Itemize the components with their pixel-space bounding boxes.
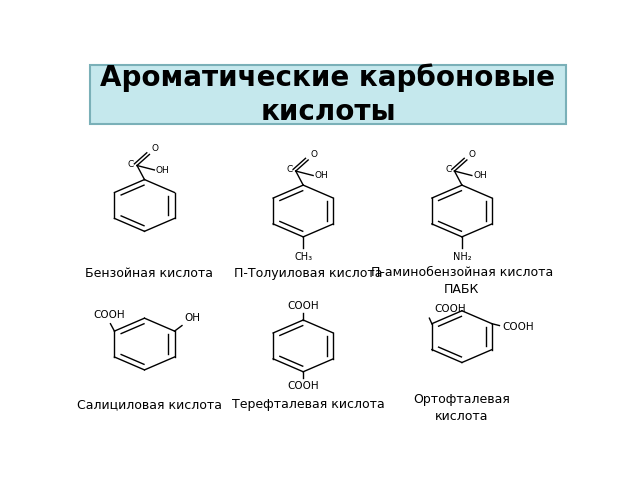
Text: COOH: COOH — [502, 322, 534, 332]
Text: OH: OH — [156, 166, 170, 175]
Text: COOH: COOH — [287, 301, 319, 311]
Text: C: C — [445, 166, 451, 174]
Text: CH₃: CH₃ — [294, 252, 312, 263]
Text: O: O — [469, 149, 476, 158]
Text: Ароматические карбоновые
кислоты: Ароматические карбоновые кислоты — [100, 63, 556, 126]
FancyBboxPatch shape — [90, 65, 566, 124]
Text: C: C — [287, 166, 292, 174]
Text: OH: OH — [474, 171, 487, 180]
Text: OH: OH — [184, 313, 200, 323]
Text: COOH: COOH — [287, 381, 319, 391]
Text: COOH: COOH — [435, 304, 466, 314]
Text: Ортофталевая
кислота: Ортофталевая кислота — [413, 393, 510, 423]
Text: OH: OH — [315, 171, 328, 180]
Text: O: O — [310, 149, 317, 158]
Text: O: O — [152, 144, 159, 153]
Text: П-аминобензойная кислота
ПАБК: П-аминобензойная кислота ПАБК — [371, 266, 553, 296]
Text: C: C — [128, 160, 134, 169]
Text: Бензойная кислота: Бензойная кислота — [86, 267, 214, 280]
Text: COOH: COOH — [93, 310, 125, 320]
Text: Терефталевая кислота: Терефталевая кислота — [232, 398, 385, 411]
Text: NH₂: NH₂ — [452, 252, 471, 262]
Text: Салициловая кислота: Салициловая кислота — [77, 398, 222, 411]
Text: П-Толуиловая кислота: П-Толуиловая кислота — [234, 267, 383, 280]
